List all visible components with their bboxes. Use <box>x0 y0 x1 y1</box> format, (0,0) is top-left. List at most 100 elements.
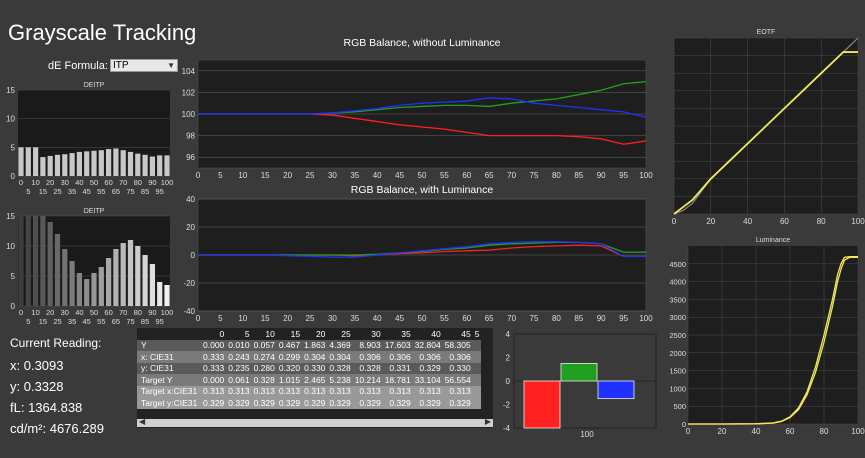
de-formula-value: ITP <box>113 60 129 71</box>
x-tick-label: 65 <box>485 171 494 180</box>
y-tick-label: 5 <box>11 143 16 152</box>
x-tick-label: 30 <box>328 314 337 323</box>
table-row[interactable]: y: CIE31 0.333 0.235 0.280 0.320 0.330 0.328 0.… <box>137 362 482 374</box>
x-tick-label: 40 <box>752 427 761 434</box>
x-tick-label: 10 <box>31 308 39 317</box>
x-tick-label: 100 <box>851 427 865 434</box>
bar <box>25 216 31 306</box>
chevron-right-icon[interactable]: ▶ <box>484 417 491 426</box>
table-cell: 0.313 <box>251 385 277 397</box>
bar <box>84 279 90 306</box>
series-line-blue <box>198 97 647 118</box>
table-row[interactable]: x: CIE31 0.333 0.243 0.274 0.299 0.304 0.304 0.… <box>137 351 482 363</box>
x-tick-label: 90 <box>148 178 156 187</box>
x-tick-label: 5 <box>218 314 223 323</box>
table-row-label: Target Y <box>137 374 201 386</box>
x-tick-label: 80 <box>134 308 142 317</box>
table-cell: 0.280 <box>251 362 277 374</box>
table-cell: 0.329 <box>412 362 443 374</box>
table-column-header: 25 <box>327 328 353 340</box>
x-tick-label: 0 <box>672 217 677 226</box>
table-cell: 0.061 <box>226 374 252 386</box>
table-row[interactable]: Target y:CIE31 0.329 0.329 0.329 0.329 0.329 0… <box>137 397 482 409</box>
table-cell: 1.015 <box>276 374 303 386</box>
table-cell: 0.328 <box>352 362 383 374</box>
luminance-chart: Luminance0500100015002000250030003500400… <box>669 237 865 434</box>
table-column-header: 0 <box>201 328 227 340</box>
table-cell: 8.903 <box>352 339 383 351</box>
bar-red <box>523 380 561 429</box>
table-row[interactable]: Target x:CIE31 0.313 0.313 0.313 0.313 0.313 0… <box>137 385 482 397</box>
table-corner <box>137 328 201 340</box>
chart-title: EOTF <box>757 29 776 36</box>
table-cell: 0.000 <box>201 339 227 351</box>
bar <box>47 155 53 176</box>
x-tick-label: 40 <box>743 217 752 226</box>
bar <box>91 150 97 176</box>
x-tick-label: 75 <box>530 171 539 180</box>
series-line-blue <box>198 241 646 258</box>
x-tick-label: 75 <box>126 317 134 326</box>
bar <box>105 258 112 306</box>
x-tick-label: 20 <box>706 217 715 226</box>
table-column-header: 5 <box>226 328 252 340</box>
table-row[interactable]: Y 0.000 0.010 0.057 0.467 1.863 4.369 8.903 17.6… <box>137 339 482 351</box>
measurements-table[interactable]: 0 5 10 15 20 25 30 35 40 45 5 Y 0.000 0.010 0.057 0.467… <box>137 328 493 428</box>
x-tick-label: 25 <box>306 314 315 323</box>
bar <box>91 273 97 306</box>
table-column-header: 15 <box>276 328 303 340</box>
chevron-left-icon[interactable]: ◀ <box>139 417 146 426</box>
y-tick-label: 100 <box>182 110 196 119</box>
y-tick-label: -20 <box>183 279 195 288</box>
table-cell: 0.329 <box>251 397 277 409</box>
x-tick-label: 60 <box>104 308 112 317</box>
de-formula-select[interactable]: ITP ▼ <box>110 59 178 72</box>
x-tick-label: 0 <box>19 308 23 317</box>
x-tick-label: 10 <box>31 178 39 187</box>
table-row-label: y: CIE31 <box>137 362 201 374</box>
x-tick-label: 50 <box>418 171 427 180</box>
x-tick-label: 75 <box>126 187 134 196</box>
table-cell: 0.313 <box>201 385 227 397</box>
table-row-label: Target x:CIE31 <box>137 385 201 397</box>
table-cell: 0.306 <box>442 351 473 363</box>
x-tick-label: 80 <box>552 314 561 323</box>
y-tick-label: 10 <box>6 115 15 124</box>
table-cell: 0.243 <box>226 351 252 363</box>
x-tick-label: 45 <box>83 187 91 196</box>
y-tick-label: 104 <box>182 67 196 76</box>
y-tick-label: 15 <box>6 212 15 221</box>
y-tick-label: 4000 <box>669 278 686 287</box>
table-cell: 0.333 <box>201 351 227 363</box>
table-cell: 0.000 <box>201 374 227 386</box>
x-tick-label: 65 <box>112 187 120 196</box>
reading-fl: fL: 1364.838 <box>10 400 83 415</box>
bar <box>149 156 156 176</box>
table-cell: 0.329 <box>302 397 328 409</box>
table-cell <box>472 339 482 351</box>
y-tick-label: 40 <box>186 195 195 204</box>
bar <box>84 151 90 176</box>
x-tick-label: 20 <box>283 171 292 180</box>
table-cell: 0.304 <box>327 351 353 363</box>
x-tick-label: 80 <box>134 178 142 187</box>
table-cell: 0.467 <box>276 339 303 351</box>
table-row[interactable]: Target Y 0.000 0.061 0.328 1.015 2.465 5.238 10… <box>137 374 482 386</box>
x-tick-label: 35 <box>68 187 76 196</box>
y-tick-label: 96 <box>186 153 195 162</box>
table-horizontal-scrollbar[interactable]: ◀ ▶ <box>137 417 493 427</box>
x-tick-label: 0 <box>19 178 23 187</box>
x-tick-label: 40 <box>373 314 382 323</box>
x-tick-label: 95 <box>619 171 628 180</box>
x-tick-label: 45 <box>83 317 91 326</box>
table-row-label: Y <box>137 339 201 351</box>
y-tick-label: 98 <box>186 132 195 141</box>
table-column-header: 45 <box>442 328 473 340</box>
y-tick-label: 2500 <box>669 331 686 340</box>
rgb-balance-with-luminance-chart: RGB Balance, with Luminance -40 -20 0 20 40 0 5… <box>183 184 653 323</box>
x-tick-label: 20 <box>718 427 727 434</box>
bar <box>54 154 61 176</box>
bar <box>120 150 126 176</box>
table-cell: 1.863 <box>302 339 328 351</box>
